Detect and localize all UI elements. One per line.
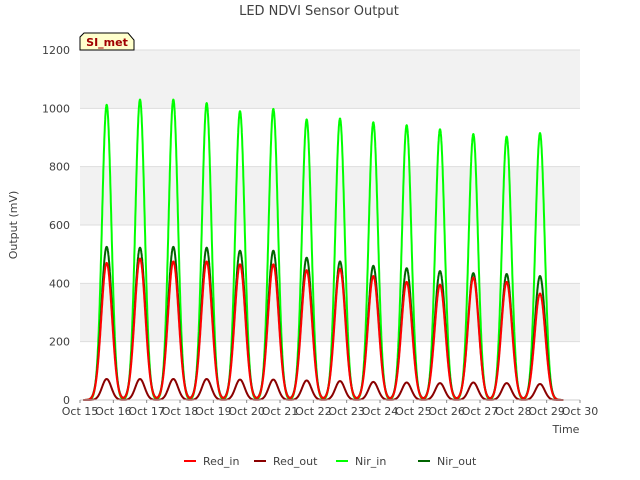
x-tick-label: Oct 15 bbox=[62, 405, 99, 418]
plot-band bbox=[80, 50, 580, 109]
plot-band bbox=[80, 283, 580, 342]
x-tick-label: Oct 20 bbox=[228, 405, 265, 418]
x-tick-label: Oct 24 bbox=[362, 405, 399, 418]
x-tick-label: Oct 16 bbox=[95, 405, 132, 418]
y-tick-label: 1000 bbox=[42, 102, 70, 115]
y-axis-label: Output (mV) bbox=[7, 191, 20, 260]
x-tick-label: Oct 17 bbox=[128, 405, 165, 418]
x-tick-label: Oct 19 bbox=[195, 405, 232, 418]
badge-label: SI_met bbox=[86, 36, 128, 49]
legend: Red_in Red_out Nir_in Nir_out bbox=[184, 455, 477, 468]
legend-label: Red_out bbox=[273, 455, 318, 468]
x-tick-label: Oct 25 bbox=[395, 405, 432, 418]
legend-label: Nir_out bbox=[437, 455, 477, 468]
y-axis: 0 200 400 600 800 1000 1200 bbox=[42, 44, 70, 407]
x-tick-label: Oct 23 bbox=[328, 405, 365, 418]
y-tick-label: 400 bbox=[49, 277, 70, 290]
x-tick-label: Oct 29 bbox=[528, 405, 565, 418]
x-tick-label: Oct 26 bbox=[428, 405, 465, 418]
badge: SI_met bbox=[79, 32, 135, 51]
plot-band bbox=[80, 166, 580, 225]
y-tick-label: 600 bbox=[49, 219, 70, 232]
x-tick-label: Oct 30 bbox=[562, 405, 599, 418]
legend-label: Red_in bbox=[203, 455, 239, 468]
legend-label: Nir_in bbox=[355, 455, 386, 468]
x-tick-label: Oct 18 bbox=[162, 405, 199, 418]
x-tick-label: Oct 22 bbox=[295, 405, 332, 418]
plot-background bbox=[80, 50, 580, 400]
x-tick-label: Oct 27 bbox=[462, 405, 499, 418]
badge-box bbox=[79, 32, 135, 51]
series-line-red-in bbox=[82, 257, 565, 401]
x-tick-label: Oct 28 bbox=[495, 405, 532, 418]
y-tick-label: 800 bbox=[49, 161, 70, 174]
x-axis-label: Time bbox=[552, 423, 580, 436]
chart-title: LED NDVI Sensor Output bbox=[239, 4, 399, 19]
plot-band bbox=[80, 225, 580, 284]
plot-band bbox=[80, 108, 580, 167]
y-tick-label: 1200 bbox=[42, 44, 70, 57]
y-tick-label: 200 bbox=[49, 336, 70, 349]
y-tick-label: 0 bbox=[63, 394, 70, 407]
x-tick-label: Oct 21 bbox=[262, 405, 299, 418]
